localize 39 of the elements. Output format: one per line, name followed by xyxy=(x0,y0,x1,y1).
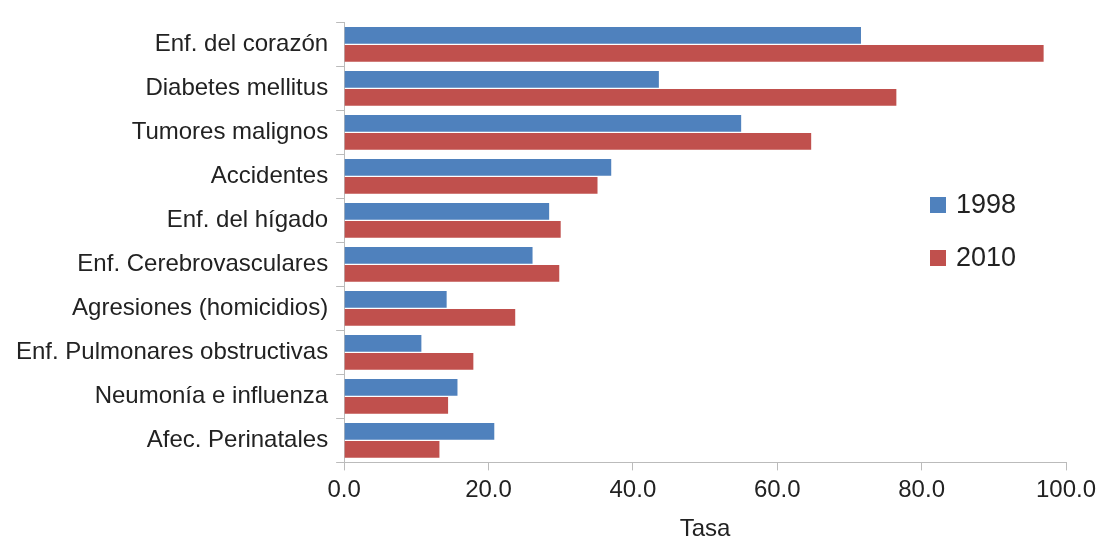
bar xyxy=(344,221,561,238)
bar xyxy=(344,335,422,352)
y-tick-label: Enf. Pulmonares obstructivas xyxy=(16,337,329,365)
x-tick-label: 60.0 xyxy=(753,475,801,503)
bar xyxy=(344,89,897,106)
y-tick-label: Afec. Perinatales xyxy=(146,425,329,453)
legend-label: 2010 xyxy=(956,242,1017,274)
bar xyxy=(344,177,598,194)
bar xyxy=(344,115,742,132)
y-tick-label: Enf. del hígado xyxy=(166,205,329,233)
bar xyxy=(344,397,449,414)
bar xyxy=(344,71,659,88)
bar xyxy=(344,159,612,176)
x-tick-label: 40.0 xyxy=(609,475,657,503)
bar xyxy=(344,441,440,458)
bar xyxy=(344,291,447,308)
y-tick-label: Enf. Cerebrovasculares xyxy=(77,249,329,277)
x-axis-title: Tasa xyxy=(679,514,732,542)
x-tick-label: 100.0 xyxy=(1035,475,1097,503)
y-tick-label: Accidentes xyxy=(210,161,329,189)
y-tick-label: Neumonía e influenza xyxy=(94,381,329,409)
x-tick-label: 20.0 xyxy=(465,475,512,503)
y-tick-label: Agresiones (homicidios) xyxy=(72,293,329,321)
y-tick-label: Diabetes mellitus xyxy=(145,73,329,101)
bar xyxy=(344,379,458,396)
bar xyxy=(344,203,550,220)
bar xyxy=(344,27,861,44)
bar xyxy=(344,423,495,440)
bar xyxy=(344,353,474,370)
bar xyxy=(344,265,560,282)
legend-label: 1998 xyxy=(956,189,1017,221)
x-tick-label: 0.0 xyxy=(327,475,361,503)
y-tick-label: Tumores malignos xyxy=(131,117,329,145)
bar xyxy=(344,309,516,326)
bar xyxy=(344,133,812,150)
bar xyxy=(344,45,1044,62)
y-tick-label: Enf. del corazón xyxy=(154,29,329,57)
x-tick-label: 80.0 xyxy=(898,475,945,503)
bar xyxy=(344,247,533,264)
